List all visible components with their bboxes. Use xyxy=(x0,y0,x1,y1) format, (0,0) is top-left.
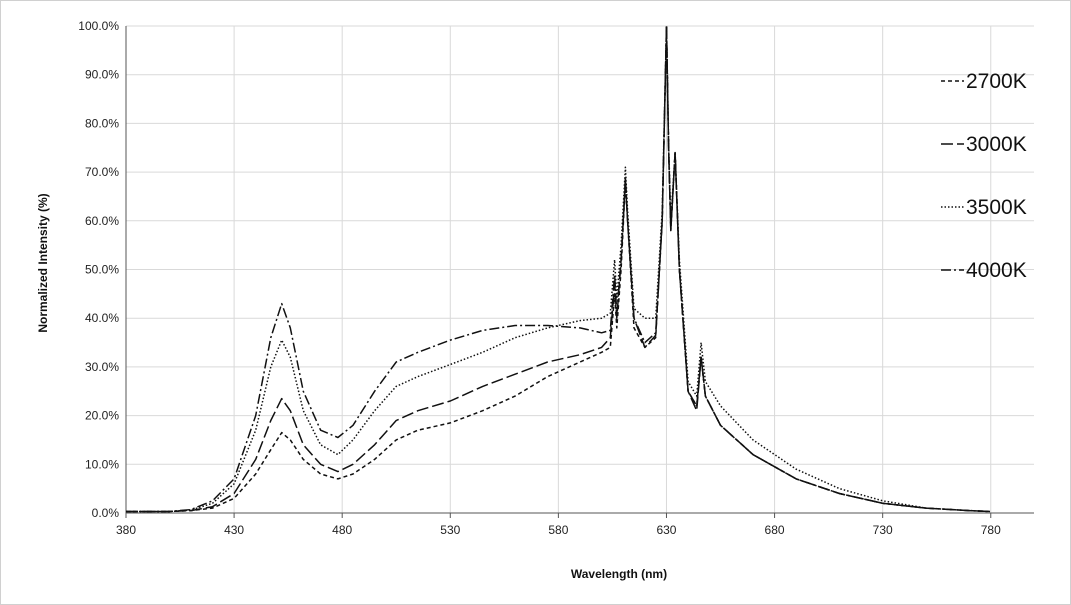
y-tick-label: 100.0% xyxy=(78,19,119,33)
x-axis-title: Wavelength (nm) xyxy=(571,567,667,581)
y-tick-label: 80.0% xyxy=(85,116,119,130)
y-tick-label: 40.0% xyxy=(85,311,119,325)
x-tick-label: 630 xyxy=(656,523,676,537)
series-line-3000k xyxy=(126,25,991,513)
y-tick-label: 70.0% xyxy=(85,165,119,179)
x-tick-label: 680 xyxy=(765,523,785,537)
legend-label: 2700K xyxy=(966,70,1027,93)
series-layer xyxy=(126,25,991,513)
legend-item-3000k: 3000K xyxy=(941,133,1027,156)
legend: 2700K 3000K 3500K 4000K xyxy=(941,70,1027,282)
y-tick-label: 60.0% xyxy=(85,214,119,228)
x-tick-label: 780 xyxy=(981,523,1001,537)
y-tick-label: 30.0% xyxy=(85,360,119,374)
axes-layer: 0.0% 10.0% 20.0% 30.0% 40.0% 50.0% 60.0% 70.0% 8… xyxy=(78,19,1034,537)
x-tick-label: 530 xyxy=(440,523,460,537)
legend-item-4000k: 4000K xyxy=(941,259,1027,282)
y-tick-label: 10.0% xyxy=(85,457,119,471)
legend-item-2700k: 2700K xyxy=(941,70,1027,93)
series-line-3500k xyxy=(126,25,991,513)
x-tick-label: 480 xyxy=(332,523,352,537)
legend-label: 4000K xyxy=(966,259,1027,282)
y-tick-label: 0.0% xyxy=(92,506,120,520)
y-tick-label: 50.0% xyxy=(85,263,119,277)
y-tick-label: 20.0% xyxy=(85,409,119,423)
legend-label: 3000K xyxy=(966,133,1027,156)
legend-item-3500k: 3500K xyxy=(941,196,1027,219)
x-tick-label: 730 xyxy=(873,523,893,537)
y-tick-label: 90.0% xyxy=(85,68,119,82)
x-tick-label: 430 xyxy=(224,523,244,537)
x-tick-label: 380 xyxy=(116,523,136,537)
legend-label: 3500K xyxy=(966,196,1027,219)
x-tick-label: 580 xyxy=(548,523,568,537)
y-axis-title: Normalized Intensity (%) xyxy=(36,193,50,332)
series-line-4000k xyxy=(126,25,991,513)
grid-layer xyxy=(126,25,1034,513)
